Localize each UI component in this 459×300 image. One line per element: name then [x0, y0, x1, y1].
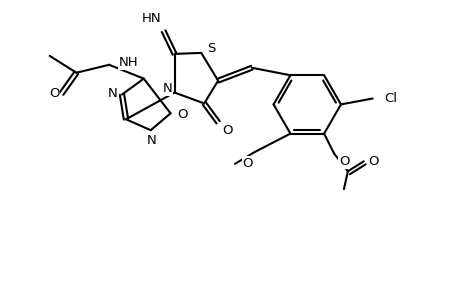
Text: O: O: [49, 87, 60, 100]
Text: O: O: [222, 124, 232, 137]
Text: O: O: [177, 108, 188, 121]
Text: HN: HN: [142, 12, 161, 25]
Text: NH: NH: [119, 56, 138, 69]
Text: N: N: [107, 87, 117, 100]
Text: O: O: [338, 155, 349, 168]
Text: O: O: [368, 155, 378, 168]
Text: S: S: [207, 42, 215, 56]
Text: O: O: [242, 157, 252, 170]
Text: N: N: [146, 134, 156, 147]
Text: N: N: [162, 82, 172, 95]
Text: Cl: Cl: [384, 92, 397, 105]
